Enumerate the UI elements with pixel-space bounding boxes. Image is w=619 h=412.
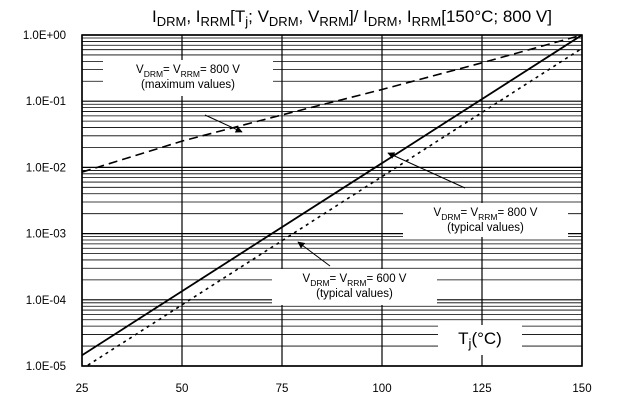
annotation-text-part: V [136, 64, 144, 76]
y-tick-label: 1.0E-03 [26, 229, 66, 241]
chart-title-part: [T [230, 7, 245, 26]
x-tick-label: 100 [372, 383, 391, 395]
annotation-box [403, 203, 568, 237]
x-tick-label: 25 [76, 383, 89, 395]
chart-title: IDRM, IRRM[Tj; VDRM, VRRM]/ IDRM, IRRM[1… [152, 7, 552, 29]
x-tick-label: 125 [472, 383, 491, 395]
annotation-text: (typical values) [316, 288, 393, 300]
x-tick-label: 75 [276, 383, 289, 395]
annotation-text: (maximum values) [141, 79, 235, 91]
annotation-text-part: (typical values) [316, 288, 393, 300]
chart-title-part: DRM [157, 14, 187, 29]
annotation-text-part: RRM [347, 278, 366, 288]
series-line-dashed [82, 35, 582, 173]
chart-title-part: , I [186, 7, 200, 26]
chart-title-part: , V [299, 7, 320, 26]
y-tick-label: 1.0E-04 [26, 295, 67, 307]
annotation-text-part: RRM [181, 69, 200, 79]
chart-title-part: RRM [319, 14, 349, 29]
annotation-1: VDRM= VRRM= 800 V(maximum values) [103, 60, 273, 133]
annotation-text-part: = V [163, 64, 181, 76]
x-axis-label-text: Tj(°C) [458, 329, 502, 351]
annotation-text-part: DRM [441, 212, 460, 222]
x-axis-label-box [438, 325, 522, 355]
annotation-text-part: RRM [478, 212, 497, 222]
chart-title-part: ]/ I [349, 7, 368, 26]
annotation-text-part: (maximum values) [141, 79, 235, 91]
annotation-arrow [204, 114, 243, 133]
annotation-text: (typical values) [447, 222, 524, 234]
x-axis-label-text-part: (°C) [471, 329, 501, 348]
x-tick-label: 50 [176, 383, 189, 395]
y-tick-label: 1.0E-05 [26, 361, 66, 373]
annotation-arrow [387, 152, 466, 189]
annotation-text-part: V [434, 207, 442, 219]
x-axis-label-text-part: j [468, 336, 472, 351]
chart-title-part: DRM [368, 14, 398, 29]
y-tick-label: 1.0E+00 [23, 30, 66, 42]
annotation-box [272, 269, 437, 305]
chart-title-part: ; V [248, 7, 269, 26]
annotation-text-part: = V [330, 273, 348, 285]
annotation-text-part: DRM [310, 278, 329, 288]
chart-title-part: DRM [269, 14, 299, 29]
annotation-text-part: = V [461, 207, 479, 219]
annotation-text: VDRM= VRRM= 800 V [434, 207, 538, 222]
series-line-solid [82, 35, 582, 357]
chart-title-part: [150°C; 800 V] [441, 7, 552, 26]
y-tick-label: 1.0E-01 [26, 96, 66, 108]
annotation-text-part: = 600 V [367, 273, 407, 285]
series-line-dotted [85, 47, 582, 366]
annotation-text-part: = 800 V [200, 64, 240, 76]
chart-title-part: , I [397, 7, 411, 26]
y-tick-label: 1.0E-02 [26, 162, 66, 174]
x-tick-label: 150 [572, 383, 591, 395]
annotation-text-part: = 800 V [498, 207, 538, 219]
chart-title-part: RRM [412, 14, 442, 29]
annotation-2: VDRM= VRRM= 800 V(typical values) [387, 152, 568, 237]
annotation-text-part: V [303, 273, 311, 285]
chart-title-part: RRM [201, 14, 231, 29]
annotation-arrow [297, 241, 331, 267]
chart-title-part: I [152, 7, 157, 26]
x-axis-label: Tj(°C) [438, 325, 522, 355]
annotation-text: VDRM= VRRM= 800 V [136, 64, 240, 79]
chart-title-part: j [244, 14, 248, 29]
annotation-text-part: (typical values) [447, 222, 524, 234]
annotation-text: VDRM= VRRM= 600 V [303, 273, 407, 288]
x-axis-label-text-part: T [458, 329, 468, 348]
annotation-3: VDRM= VRRM= 600 V(typical values) [272, 241, 437, 305]
annotation-box [103, 60, 273, 96]
annotation-text-part: DRM [144, 69, 163, 79]
